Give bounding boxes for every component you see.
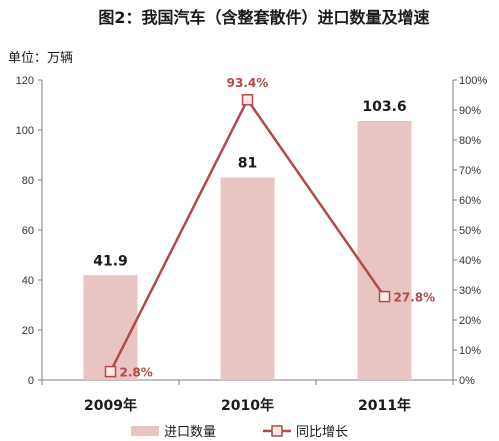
growth-value-label: 93.4% (227, 76, 269, 90)
legend-swatch-bar (131, 426, 159, 436)
growth-point (241, 94, 254, 106)
bar-value-label: 81 (238, 156, 257, 172)
bar-series (83, 121, 412, 380)
left-tick-label: 60 (22, 225, 34, 237)
right-tick-label: 90% (459, 105, 481, 117)
right-tick-label: 40% (459, 255, 481, 267)
right-tick-label: 70% (459, 165, 481, 177)
left-tick-label: 100 (16, 125, 34, 137)
growth-point (104, 365, 117, 378)
right-tick-label: 50% (459, 225, 481, 237)
growth-value-label: 27.8% (394, 291, 436, 305)
growth-point (378, 290, 391, 303)
right-tick-label: 60% (459, 195, 481, 207)
legend-label-line: 同比增长 (296, 425, 348, 440)
bar-value-label: 103.6 (362, 99, 406, 115)
left-tick-label: 80 (22, 175, 34, 187)
category-label: 2009年 (84, 397, 137, 414)
chart-title: 图2：我国汽车（含整套散件）进口数量及增速 (98, 8, 429, 27)
unit-label: 单位：万辆 (8, 51, 73, 66)
legend: 进口数量 同比增长 (131, 425, 348, 440)
line-series (104, 94, 391, 378)
category-label: 2010年 (221, 397, 274, 414)
left-tick-label: 120 (16, 75, 34, 87)
growth-value-label: 2.8% (120, 366, 153, 380)
bar-import-volume (83, 275, 138, 380)
right-tick-label: 100% (459, 75, 487, 87)
right-tick-label: 30% (459, 285, 481, 297)
right-tick-label: 10% (459, 345, 481, 357)
left-tick-label: 0 (28, 375, 34, 387)
category-labels: 2009年 2010年 2011年 (84, 397, 411, 414)
legend-label-bar: 进口数量 (164, 425, 216, 440)
right-tick-label: 0% (459, 375, 475, 387)
right-tick-label: 20% (459, 315, 481, 327)
right-tick-label: 80% (459, 135, 481, 147)
left-tick-label: 40 (22, 275, 34, 287)
legend-swatch-marker (271, 425, 283, 437)
bar-import-volume (220, 177, 275, 380)
category-label: 2011年 (358, 397, 411, 414)
bar-value-label: 41.9 (93, 253, 128, 269)
tick-labels: 0 20 40 60 80 100 120 0% 10% 20% 30% 40% 50% 60% 70% 80… (16, 75, 488, 387)
bar-import-volume (357, 121, 412, 380)
data-labels: 41.9 81 103.6 2.8% 93.4% 27.8% (93, 76, 435, 380)
left-tick-label: 20 (22, 325, 34, 337)
